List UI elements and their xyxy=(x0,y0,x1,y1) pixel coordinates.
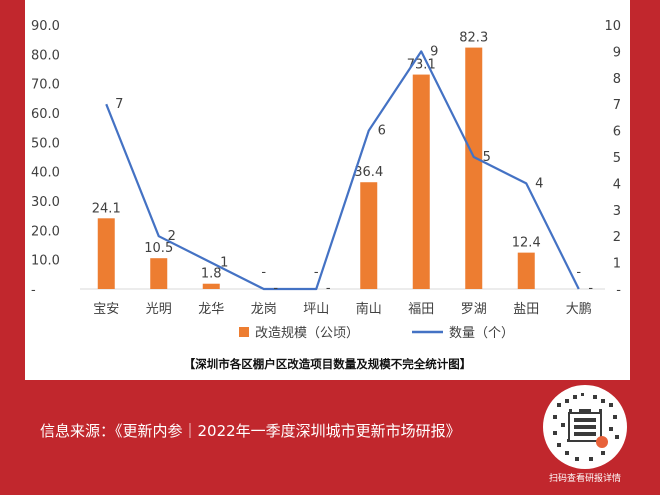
qr-code-icon xyxy=(553,393,619,461)
y-left-tick-label: 60.0 xyxy=(31,107,60,122)
y-right-tick-label: 10 xyxy=(604,19,621,34)
bar xyxy=(517,252,535,289)
x-tick-label: 罗湖 xyxy=(461,302,487,317)
x-tick-label: 光明 xyxy=(146,302,172,317)
y-left-tick-label: 10.0 xyxy=(31,254,60,269)
x-tick-label: 南山 xyxy=(356,301,382,317)
x-tick-label: 坪山 xyxy=(303,302,329,317)
line-data-label: 4 xyxy=(535,176,543,191)
bar-data-label: 82.3 xyxy=(459,31,488,46)
bar-data-label: 1.8 xyxy=(201,267,222,282)
y-right-tick-label: 5 xyxy=(613,151,621,166)
bar-data-label: - xyxy=(576,265,581,280)
line-series xyxy=(105,50,580,291)
bar-data-label: - xyxy=(314,265,319,280)
y-left-tick-label: 40.0 xyxy=(31,166,60,181)
bar xyxy=(97,218,115,289)
bar-data-label: 24.1 xyxy=(92,201,121,216)
y-right-tick-label: - xyxy=(616,283,621,298)
bar xyxy=(360,182,378,289)
x-tick-label: 福田 xyxy=(408,302,434,317)
line-data-label: 2 xyxy=(168,229,176,244)
qr-hint: 扫码查看研报详情 xyxy=(548,474,621,484)
x-tick-label: 大鹏 xyxy=(566,302,592,317)
line-data-label: 6 xyxy=(378,124,386,139)
chart-panel: -10.0 20.0 30.0 40.0 50.0 60.0 70.0 80.0 90.0-1 2… xyxy=(25,0,630,380)
y-left-tick-label: 80.0 xyxy=(31,48,60,63)
y-left-tick-label: 90.0 xyxy=(31,19,60,34)
y-right-tick-label: 2 xyxy=(613,230,621,245)
qr-code[interactable] xyxy=(543,385,627,469)
line-data-label: 7 xyxy=(115,97,123,112)
y-left-tick-label: 50.0 xyxy=(31,136,60,151)
bar xyxy=(465,47,483,289)
bar-data-label: 36.4 xyxy=(354,165,383,180)
source-text: 信息来源：《更新内参｜2022年一季度深圳城市更新市场研报》 xyxy=(40,422,461,440)
y-right-tick-label: 8 xyxy=(613,72,621,87)
line-data-label: - xyxy=(273,281,278,296)
bar xyxy=(202,283,220,289)
line-data-label: 9 xyxy=(430,44,438,59)
line-data-label: - xyxy=(326,281,331,296)
x-tick-label: 龙岗 xyxy=(251,302,277,317)
y-left-tick-label: 70.0 xyxy=(31,78,60,93)
bar-data-label: 12.4 xyxy=(512,236,541,251)
y-right-tick-label: 1 xyxy=(613,257,621,272)
line-data-label: - xyxy=(588,281,593,296)
line-data-label: 5 xyxy=(483,150,491,165)
bar xyxy=(150,258,168,289)
y-right-tick-label: 6 xyxy=(613,125,621,140)
y-left-tick-label: 30.0 xyxy=(31,195,60,210)
y-right-tick-label: 7 xyxy=(613,98,621,113)
bar-data-label: - xyxy=(261,265,266,280)
y-left-tick-label: - xyxy=(31,283,36,298)
bar-data-label: 10.5 xyxy=(144,241,173,256)
y-left-tick-label: 20.0 xyxy=(31,224,60,239)
x-tick-label: 龙华 xyxy=(198,302,224,317)
bar xyxy=(412,74,430,289)
x-tick-label: 盐田 xyxy=(513,302,539,317)
line-data-label: 1 xyxy=(220,256,228,271)
legend-label-bars: 改造规模（公顷） xyxy=(255,326,359,341)
legend-label-line: 数量（个） xyxy=(449,326,514,341)
x-tick-label: 宝安 xyxy=(93,302,119,317)
y-right-tick-label: 4 xyxy=(613,177,621,192)
legend-swatch-bars xyxy=(239,327,249,337)
y-right-tick-label: 3 xyxy=(613,204,621,219)
combo-chart: -10.020.030.040.050.060.070.080.090.0-12… xyxy=(31,19,621,341)
y-right-tick-label: 9 xyxy=(613,45,621,60)
chart-caption: 【深圳市各区棚户区改造项目数量及规模不完全统计图】 xyxy=(183,357,472,371)
